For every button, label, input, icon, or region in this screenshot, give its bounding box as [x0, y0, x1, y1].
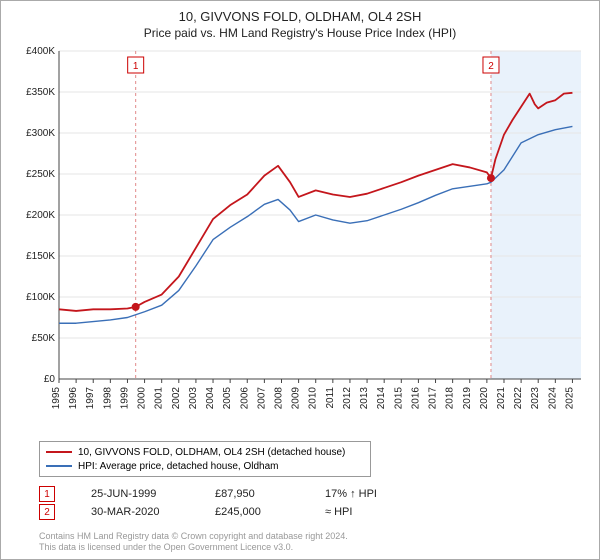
sale-delta: ≈ HPI	[325, 506, 405, 518]
svg-text:2005: 2005	[222, 387, 233, 410]
svg-text:2014: 2014	[376, 387, 387, 410]
svg-text:£100K: £100K	[26, 292, 55, 303]
svg-text:1999: 1999	[119, 387, 130, 410]
table-row: 2 30-MAR-2020 £245,000 ≈ HPI	[39, 503, 405, 521]
chart-svg: £0 £50K £100K £150K £200K £250K £300K £350K £400…	[15, 45, 587, 433]
legend-item: 10, GIVVONS FOLD, OLDHAM, OL4 2SH (detac…	[46, 445, 364, 459]
svg-text:2008: 2008	[273, 387, 284, 410]
svg-text:1996: 1996	[68, 387, 79, 410]
svg-text:2002: 2002	[171, 387, 182, 410]
sale-index-badge: 2	[39, 504, 55, 520]
svg-text:2011: 2011	[325, 387, 336, 409]
svg-text:2016: 2016	[410, 387, 421, 410]
sales-table: 1 25-JUN-1999 £87,950 17% ↑ HPI 2 30-MAR…	[39, 485, 405, 521]
sale-date: 30-MAR-2020	[91, 506, 185, 518]
table-row: 1 25-JUN-1999 £87,950 17% ↑ HPI	[39, 485, 405, 503]
svg-text:£200K: £200K	[26, 210, 55, 221]
svg-text:2007: 2007	[256, 387, 267, 410]
svg-text:2009: 2009	[291, 387, 302, 410]
svg-text:1: 1	[133, 61, 139, 72]
svg-text:2013: 2013	[359, 387, 370, 410]
legend-label: 10, GIVVONS FOLD, OLDHAM, OL4 2SH (detac…	[78, 447, 345, 458]
svg-text:2018: 2018	[445, 387, 456, 410]
plot-area: £0 £50K £100K £150K £200K £250K £300K £350K £400…	[15, 45, 587, 433]
footnote-line: This data is licensed under the Open Gov…	[39, 542, 348, 553]
svg-text:£400K: £400K	[26, 46, 55, 57]
svg-text:2012: 2012	[342, 387, 353, 410]
svg-text:£350K: £350K	[26, 87, 55, 98]
svg-text:2025: 2025	[564, 387, 575, 410]
svg-text:1997: 1997	[85, 387, 96, 410]
svg-text:2: 2	[488, 61, 494, 72]
footnote-line: Contains HM Land Registry data © Crown c…	[39, 531, 348, 542]
legend-swatch	[46, 451, 72, 453]
svg-text:2006: 2006	[239, 387, 250, 410]
svg-text:£0: £0	[44, 374, 56, 385]
svg-text:2019: 2019	[462, 387, 473, 410]
svg-text:£150K: £150K	[26, 251, 55, 262]
svg-text:1995: 1995	[51, 387, 62, 410]
svg-text:2020: 2020	[479, 387, 490, 410]
sale-date: 25-JUN-1999	[91, 488, 185, 500]
svg-text:2001: 2001	[154, 387, 165, 410]
svg-text:2021: 2021	[496, 387, 507, 410]
svg-text:2024: 2024	[547, 387, 558, 410]
legend: 10, GIVVONS FOLD, OLDHAM, OL4 2SH (detac…	[39, 441, 371, 477]
legend-label: HPI: Average price, detached house, Oldh…	[78, 461, 279, 472]
sale-price: £87,950	[215, 488, 295, 500]
sale-delta: 17% ↑ HPI	[325, 488, 405, 500]
svg-text:1998: 1998	[102, 387, 113, 410]
svg-text:£300K: £300K	[26, 128, 55, 139]
svg-text:2017: 2017	[428, 387, 439, 410]
chart-title: 10, GIVVONS FOLD, OLDHAM, OL4 2SH	[1, 9, 599, 24]
footnote: Contains HM Land Registry data © Crown c…	[39, 531, 348, 554]
svg-text:2000: 2000	[137, 387, 148, 410]
chart-card: 10, GIVVONS FOLD, OLDHAM, OL4 2SH Price …	[0, 0, 600, 560]
svg-text:2022: 2022	[513, 387, 524, 410]
svg-text:£250K: £250K	[26, 169, 55, 180]
svg-text:£50K: £50K	[32, 333, 56, 344]
svg-text:2004: 2004	[205, 387, 216, 410]
svg-text:2015: 2015	[393, 387, 404, 410]
chart-subtitle: Price paid vs. HM Land Registry's House …	[1, 26, 599, 40]
sale-index-badge: 1	[39, 486, 55, 502]
legend-swatch	[46, 465, 72, 467]
svg-text:2023: 2023	[530, 387, 541, 410]
sale-price: £245,000	[215, 506, 295, 518]
svg-text:2010: 2010	[308, 387, 319, 410]
svg-text:2003: 2003	[188, 387, 199, 410]
legend-item: HPI: Average price, detached house, Oldh…	[46, 459, 364, 473]
